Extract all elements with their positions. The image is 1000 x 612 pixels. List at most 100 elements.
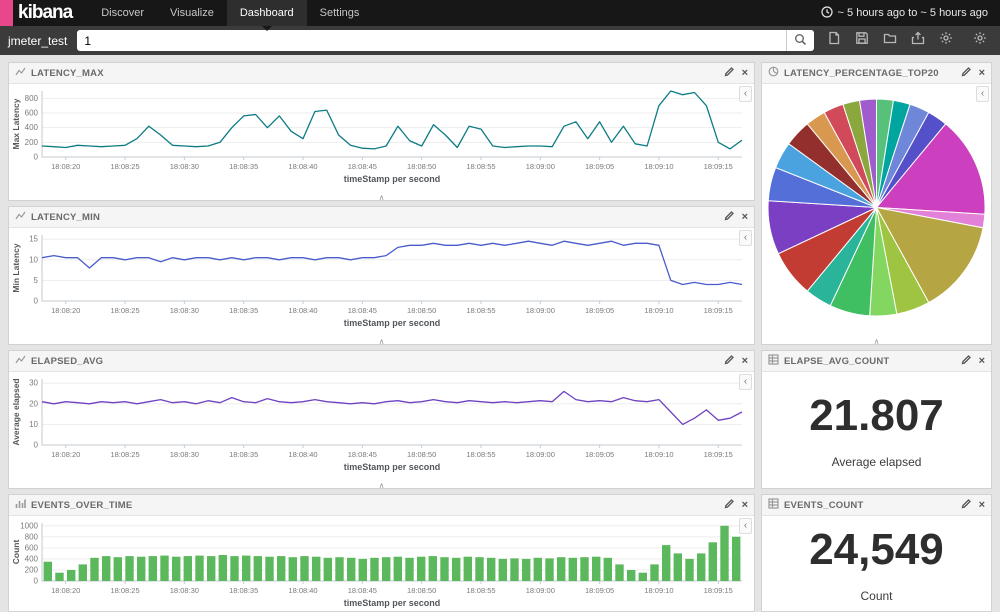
svg-text:600: 600 [25,543,39,552]
metric-label: Count [860,588,893,603]
svg-text:18:08:55: 18:08:55 [466,450,495,459]
close-panel-icon[interactable]: × [741,498,748,511]
svg-text:18:08:35: 18:08:35 [229,586,258,595]
edit-panel-icon[interactable] [961,498,972,512]
metric-table-icon [768,496,779,514]
chart-area: 0 200 400 600 800 1000 18:08:20 18:08:25 18:08:3… [9,516,754,611]
panel-title: ELAPSED_AVG [31,355,104,367]
svg-text:18:09:15: 18:09:15 [704,306,733,315]
svg-text:18:08:35: 18:08:35 [229,450,258,459]
svg-text:18:09:00: 18:09:00 [526,306,555,315]
svg-text:18:08:50: 18:08:50 [407,306,436,315]
legend-toggle[interactable]: ‹ [739,518,752,534]
nav-item-settings[interactable]: Settings [319,7,360,19]
legend-toggle[interactable]: ‹ [739,230,752,246]
close-panel-icon[interactable]: × [741,354,748,367]
svg-text:18:09:15: 18:09:15 [704,450,733,459]
svg-text:800: 800 [25,94,39,103]
svg-text:18:09:10: 18:09:10 [644,586,673,595]
svg-text:18:09:05: 18:09:05 [585,586,614,595]
time-picker[interactable]: ~ 5 hours ago to ~ 5 hours ago [820,0,1000,26]
close-panel-icon[interactable]: × [978,354,985,367]
latency-percentage-pie-chart[interactable] [762,84,991,331]
save-dashboard-button[interactable] [850,30,874,51]
edit-panel-icon[interactable] [724,498,735,512]
edit-panel-icon[interactable] [724,354,735,368]
svg-text:18:08:45: 18:08:45 [348,450,377,459]
panel-title: EVENTS_OVER_TIME [31,499,133,511]
events-over-time-chart[interactable]: 0 200 400 600 800 1000 18:08:20 18:08:25 18:08:3… [9,516,754,611]
panel-header[interactable]: EVENTS_OVER_TIME × [9,495,754,516]
svg-text:18:08:20: 18:08:20 [51,450,80,459]
query-input[interactable] [77,30,786,51]
new-dashboard-button[interactable] [822,30,846,51]
latency-max-chart[interactable]: 0 200 400 600 800 18:08:20 18:08:25 18:08:30 18:… [9,84,754,187]
edit-panel-icon[interactable] [961,354,972,368]
nav-item-discover[interactable]: Discover [101,7,144,19]
spy-open-caret[interactable]: ∧ [873,337,880,346]
nav-item-dashboard[interactable]: Dashboard [226,0,307,31]
panel-title: LATENCY_PERCENTAGE_TOP20 [784,67,939,79]
panel-events-count: EVENTS_COUNT × 24,549 Count [761,494,992,612]
edit-panel-icon[interactable] [724,210,735,224]
svg-text:18:08:55: 18:08:55 [466,306,495,315]
settings-button[interactable] [968,30,992,51]
svg-text:timeStamp per second: timeStamp per second [344,598,441,608]
spy-open-caret[interactable]: ∧ [378,337,385,346]
svg-text:200: 200 [25,565,39,574]
nav-spacer [372,0,820,26]
panel-title: LATENCY_MIN [31,211,101,223]
metric-display: 21.807 Average elapsed [762,372,991,488]
spy-open-caret[interactable]: ∧ [378,193,385,202]
panel-latency-min: LATENCY_MIN × 0 5 10 15 18:08:20 18:08:25 18:0… [8,206,755,346]
elapsed-avg-chart[interactable]: 0 10 20 30 18:08:20 18:08:25 18:08:30 18:08:35 1… [9,372,754,475]
svg-text:18:09:15: 18:09:15 [704,586,733,595]
kibana-logo-accent [0,0,13,26]
pie-chart-icon [768,64,779,82]
options-button[interactable] [934,30,958,51]
search-button[interactable] [786,30,814,51]
svg-text:timeStamp per second: timeStamp per second [344,318,441,328]
svg-text:Average elapsed: Average elapsed [11,378,21,445]
svg-text:5: 5 [34,276,39,285]
svg-text:18:08:55: 18:08:55 [466,586,495,595]
toolbar-actions [822,30,992,51]
bar-chart-icon [15,496,26,514]
legend-toggle[interactable]: ‹ [739,374,752,390]
svg-text:18:08:25: 18:08:25 [110,586,139,595]
open-dashboard-button[interactable] [878,30,902,51]
svg-text:18:09:10: 18:09:10 [644,306,673,315]
line-chart-icon [15,64,26,82]
svg-text:18:08:55: 18:08:55 [466,162,495,171]
panel-header[interactable]: LATENCY_MIN × [9,207,754,228]
panel-header[interactable]: LATENCY_PERCENTAGE_TOP20 × [762,63,991,84]
panel-elapse-avg-count: ELAPSE_AVG_COUNT × 21.807 Average elapse… [761,350,992,489]
panel-latency-max: LATENCY_MAX × 0 200 400 600 800 18:08:20 18:08… [8,62,755,202]
svg-text:18:08:30: 18:08:30 [170,450,199,459]
svg-text:18:09:05: 18:09:05 [585,306,614,315]
svg-text:18:08:30: 18:08:30 [170,306,199,315]
close-panel-icon[interactable]: × [978,498,985,511]
svg-text:18:09:10: 18:09:10 [644,450,673,459]
close-panel-icon[interactable]: × [741,66,748,79]
svg-text:18:08:40: 18:08:40 [288,162,317,171]
nav-item-visualize[interactable]: Visualize [170,7,214,19]
share-dashboard-button[interactable] [906,30,930,51]
svg-text:20: 20 [29,399,38,408]
chart-area: ‹ [762,84,991,331]
panel-header[interactable]: EVENTS_COUNT × [762,495,991,516]
close-panel-icon[interactable]: × [978,66,985,79]
svg-text:200: 200 [25,138,39,147]
svg-text:400: 400 [25,554,39,563]
metric-display: 24,549 Count [762,516,991,611]
legend-toggle[interactable]: ‹ [976,86,989,102]
spy-open-caret[interactable]: ∧ [378,481,385,490]
edit-panel-icon[interactable] [724,66,735,80]
close-panel-icon[interactable]: × [741,210,748,223]
edit-panel-icon[interactable] [961,66,972,80]
legend-toggle[interactable]: ‹ [739,86,752,102]
panel-header[interactable]: LATENCY_MAX × [9,63,754,84]
panel-header[interactable]: ELAPSED_AVG × [9,351,754,372]
panel-header[interactable]: ELAPSE_AVG_COUNT × [762,351,991,372]
latency-min-chart[interactable]: 0 5 10 15 18:08:20 18:08:25 18:08:30 18:08:35 18… [9,228,754,331]
